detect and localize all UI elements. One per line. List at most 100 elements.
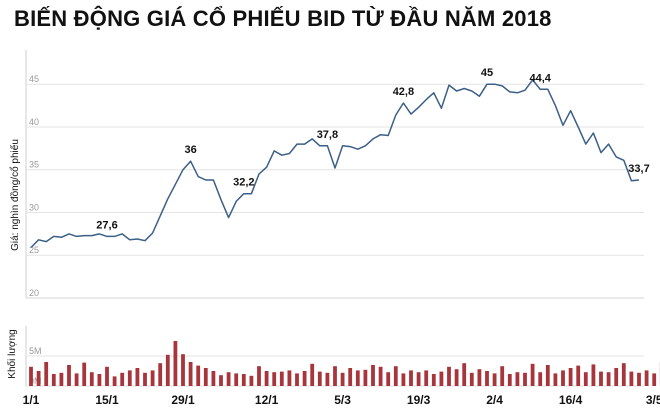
volume-bar bbox=[44, 362, 49, 386]
volume-bar bbox=[29, 366, 33, 386]
x-tick-label: 15/1 bbox=[95, 393, 119, 407]
volume-bar bbox=[333, 366, 337, 386]
price-y-tick-label: 35 bbox=[29, 160, 39, 170]
volume-bar bbox=[409, 370, 413, 386]
volume-bar bbox=[637, 372, 641, 386]
volume-y-tick-label: 5M bbox=[29, 346, 42, 356]
volume-bar bbox=[181, 354, 185, 386]
volume-bar bbox=[59, 372, 64, 386]
volume-bar bbox=[523, 372, 527, 386]
volume-bar bbox=[371, 365, 375, 386]
x-axis-labels: 1/1 15/1 29/1 12/1 5/3 19/3 2/4 16/4 3/5 bbox=[23, 393, 660, 407]
volume-y-tick-label: 0M bbox=[29, 376, 42, 386]
volume-bar bbox=[219, 375, 223, 386]
price-y-ticks: 20 25 30 35 40 45 bbox=[29, 74, 39, 298]
volume-bar bbox=[211, 371, 216, 386]
volume-bar bbox=[401, 373, 406, 386]
volume-bar bbox=[272, 372, 277, 386]
price-data-label: 44,4 bbox=[529, 72, 551, 84]
volume-bar bbox=[97, 374, 102, 386]
volume-bar bbox=[310, 363, 315, 386]
volume-bar bbox=[576, 365, 581, 386]
x-tick-label: 29/1 bbox=[171, 393, 195, 407]
volume-bar bbox=[188, 362, 193, 386]
volume-bar bbox=[150, 370, 155, 386]
price-y-tick-label: 30 bbox=[29, 202, 39, 212]
volume-bar bbox=[485, 371, 489, 386]
volume-bar bbox=[515, 372, 520, 386]
volume-bar bbox=[363, 369, 368, 386]
volume-bar bbox=[74, 373, 79, 386]
volume-bar bbox=[583, 372, 588, 386]
volume-bar bbox=[89, 372, 94, 386]
x-tick-label: 19/3 bbox=[407, 393, 431, 407]
volume-bar bbox=[234, 373, 239, 386]
price-y-axis-label: Giá: nghìn đồng/cổ phiếu bbox=[9, 139, 21, 251]
volume-bar bbox=[621, 363, 626, 386]
volume-bar bbox=[135, 368, 140, 386]
volume-bar bbox=[82, 362, 87, 386]
price-data-label: 32,2 bbox=[233, 177, 254, 189]
volume-bar bbox=[431, 374, 436, 386]
price-y-tick-label: 40 bbox=[29, 117, 39, 127]
volume-bar bbox=[105, 366, 109, 386]
chart-title: BIẾN ĐỘNG GIÁ CỔ PHIẾU BID TỪ ĐẦU NĂM 20… bbox=[14, 6, 552, 31]
price-data-label: 36 bbox=[184, 144, 196, 156]
volume-bar bbox=[196, 365, 201, 386]
price-data-label: 45 bbox=[481, 67, 493, 79]
volume-bar bbox=[424, 370, 429, 386]
volume-bar bbox=[561, 370, 565, 386]
volume-bar bbox=[295, 373, 299, 386]
volume-bar bbox=[165, 354, 170, 386]
volume-bar bbox=[249, 375, 254, 386]
price-gridlines bbox=[25, 50, 644, 299]
volume-bar bbox=[317, 371, 322, 386]
x-tick-label: 16/4 bbox=[559, 393, 583, 407]
volume-bar bbox=[143, 372, 147, 386]
volume-bar bbox=[112, 376, 117, 386]
volume-bar bbox=[606, 372, 611, 386]
volume-bar bbox=[393, 366, 398, 386]
x-tick-label: 3/5 bbox=[646, 393, 660, 407]
price-annotations: 27,6 36 32,2 37,8 42,8 45 44,4 33,7 bbox=[96, 67, 649, 231]
volume-bar bbox=[538, 372, 543, 386]
volume-bar bbox=[279, 371, 284, 386]
volume-bar bbox=[629, 371, 634, 386]
volume-bar bbox=[67, 365, 71, 386]
volume-bar bbox=[416, 372, 421, 386]
volume-bar bbox=[644, 370, 649, 386]
price-data-label: 42,8 bbox=[393, 86, 414, 98]
x-tick-label: 1/1 bbox=[23, 393, 40, 407]
volume-bar bbox=[158, 363, 163, 386]
volume-bar bbox=[469, 372, 474, 386]
volume-bar bbox=[591, 364, 596, 386]
volume-bar bbox=[462, 363, 467, 386]
x-tick-label: 2/4 bbox=[486, 393, 503, 407]
x-tick-label: 12/1 bbox=[255, 393, 279, 407]
volume-bar bbox=[348, 368, 353, 386]
volume-series bbox=[29, 341, 660, 386]
volume-bar bbox=[173, 341, 178, 386]
volume-bar bbox=[241, 374, 246, 386]
volume-bar bbox=[500, 366, 505, 386]
volume-bar bbox=[203, 368, 208, 386]
volume-bar bbox=[355, 370, 360, 386]
volume-bar bbox=[36, 371, 41, 386]
volume-bar bbox=[264, 371, 269, 386]
price-series bbox=[30, 79, 640, 249]
volume-bar bbox=[378, 366, 383, 386]
volume-bar bbox=[454, 369, 459, 386]
volume-bar bbox=[340, 372, 345, 386]
volume-bar bbox=[302, 371, 307, 386]
volume-bar bbox=[477, 369, 482, 386]
price-y-tick-label: 45 bbox=[29, 74, 39, 84]
volume-bar bbox=[530, 363, 535, 386]
volume-y-ticks: 0M 5M bbox=[29, 346, 42, 386]
volume-bar bbox=[568, 368, 573, 386]
price-y-tick-label: 25 bbox=[29, 245, 39, 255]
volume-bar bbox=[447, 366, 451, 386]
volume-bar bbox=[287, 370, 292, 386]
volume-bar bbox=[492, 373, 497, 386]
volume-bar bbox=[599, 371, 603, 386]
